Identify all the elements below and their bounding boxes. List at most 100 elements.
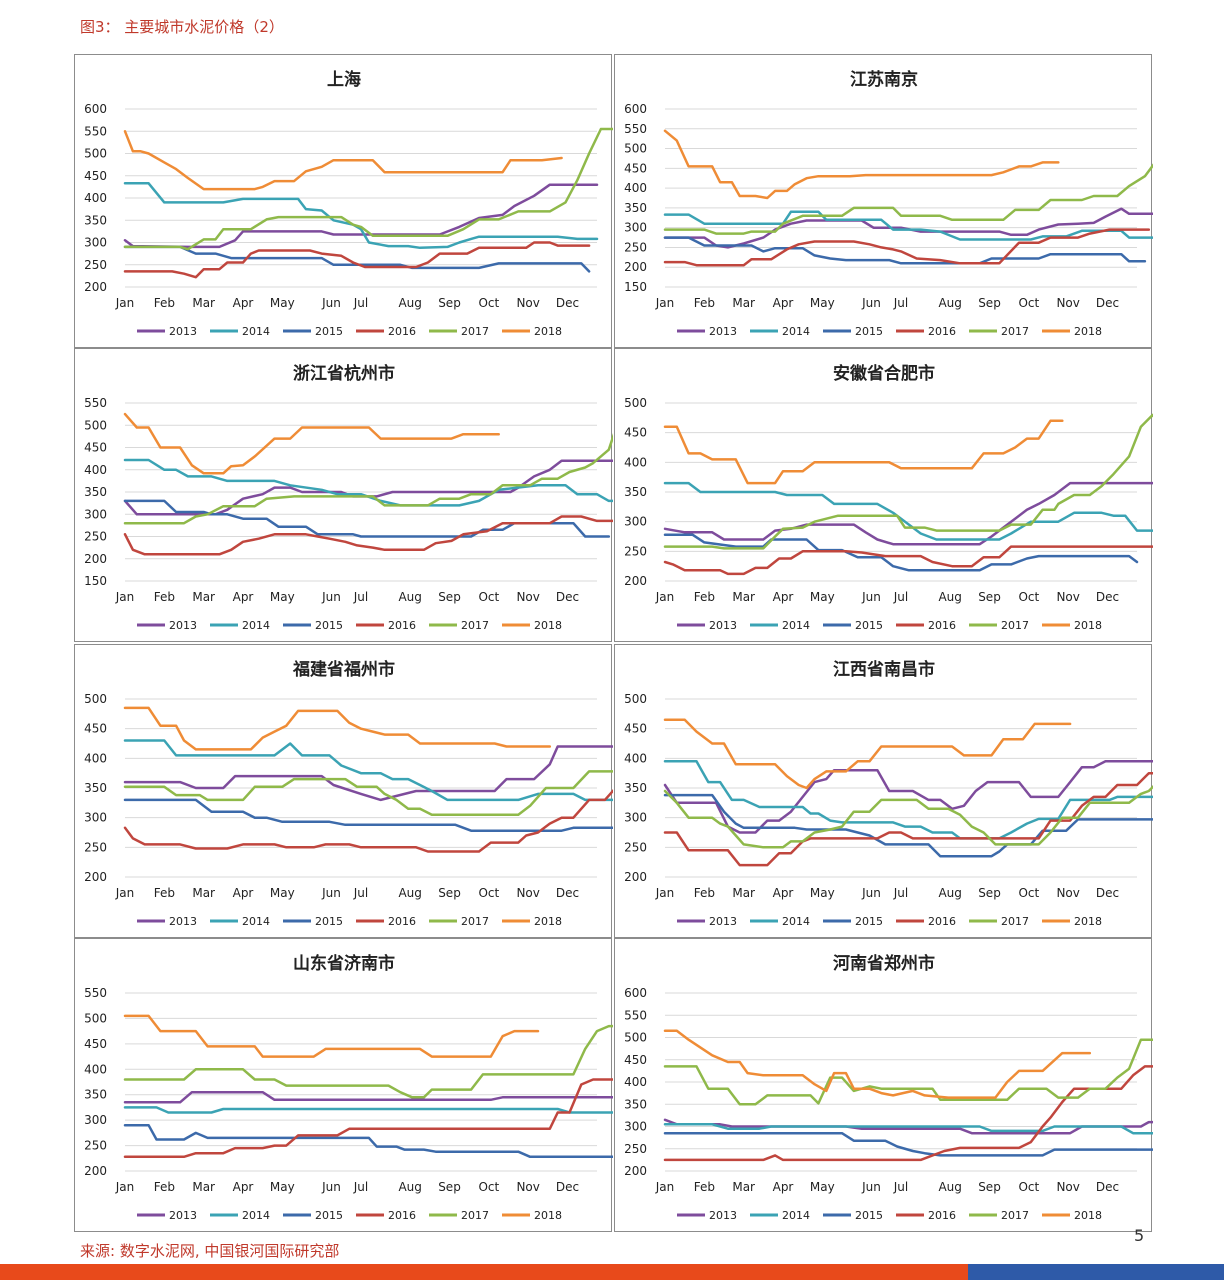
x-tick-label: Jun <box>861 590 881 604</box>
x-tick-label: Jun <box>861 296 881 310</box>
x-tick-label: Apr <box>233 296 254 310</box>
series-line-2015 <box>663 793 1153 858</box>
x-tick-label: Dec <box>1096 1180 1119 1194</box>
series-line-2016 <box>663 1065 1153 1162</box>
y-tick-label: 150 <box>84 574 107 588</box>
legend-label-2015: 2015 <box>315 915 343 928</box>
series-line-2018 <box>663 718 1072 790</box>
series-line-2013 <box>663 1118 1153 1135</box>
legend-label-2016: 2016 <box>388 1209 416 1222</box>
y-tick-label: 400 <box>624 181 647 195</box>
y-tick-label: 450 <box>84 169 107 183</box>
y-tick-label: 500 <box>84 418 107 432</box>
legend-label-2016: 2016 <box>928 619 956 632</box>
y-tick-label: 500 <box>624 142 647 156</box>
y-tick-label: 550 <box>84 986 107 1000</box>
x-tick-label: Dec <box>556 590 579 604</box>
chart-panel-hangzhou: 浙江省杭州市 150 200 250 300 350 400 450 500 550 Jan Feb M… <box>74 348 613 642</box>
y-tick-label: 250 <box>624 840 647 854</box>
legend-label-2015: 2015 <box>315 619 343 632</box>
x-tick-label: Aug <box>938 296 961 310</box>
legend-label-2013: 2013 <box>709 915 737 928</box>
x-tick-label: Jul <box>353 296 368 310</box>
y-tick-label: 400 <box>84 463 107 477</box>
legend-label-2013: 2013 <box>709 325 737 338</box>
x-tick-label: Nov <box>516 590 539 604</box>
x-tick-label: May <box>810 296 835 310</box>
x-tick-label: Oct <box>478 296 499 310</box>
series-line-2013 <box>123 1090 613 1104</box>
x-tick-label: Jan <box>115 1180 135 1194</box>
series-line-2016 <box>123 1078 613 1159</box>
series-line-2014 <box>663 760 1153 840</box>
y-tick-label: 400 <box>84 1062 107 1076</box>
chart-svg: 江苏南京 150 200 250 300 350 400 450 500 550 600 Jan Feb… <box>624 69 1153 338</box>
chart-svg: 山东省济南市 200 250 300 350 400 450 500 550 Jan Feb Mar A… <box>84 953 613 1222</box>
series-line-2016 <box>123 515 613 556</box>
series-line-2018 <box>663 129 1060 200</box>
legend-label-2015: 2015 <box>855 619 883 632</box>
series-line-2018 <box>663 419 1064 485</box>
x-tick-label: Jul <box>893 1180 908 1194</box>
x-tick-label: Mar <box>732 1180 755 1194</box>
x-tick-label: Jun <box>861 886 881 900</box>
source-note: 来源: 数字水泥网, 中国银河国际研究部 <box>80 1242 340 1260</box>
y-tick-label: 200 <box>84 552 107 566</box>
y-tick-label: 150 <box>624 280 647 294</box>
series-line-2018 <box>123 130 563 191</box>
y-tick-label: 250 <box>84 530 107 544</box>
series-line-2018 <box>123 706 552 751</box>
y-tick-label: 300 <box>624 811 647 825</box>
x-tick-label: Aug <box>938 1180 961 1194</box>
y-tick-label: 550 <box>624 1008 647 1022</box>
page-number: 5 <box>1134 1226 1145 1245</box>
chart-title: 河南省郑州市 <box>833 953 935 974</box>
x-tick-label: Mar <box>732 590 755 604</box>
x-tick-label: Mar <box>192 886 215 900</box>
y-tick-label: 400 <box>84 751 107 765</box>
x-tick-label: Nov <box>1056 886 1079 900</box>
y-tick-label: 300 <box>84 1113 107 1127</box>
legend-label-2013: 2013 <box>709 1209 737 1222</box>
x-tick-label: Nov <box>516 886 539 900</box>
legend-label-2014: 2014 <box>782 325 810 338</box>
chart-title: 山东省济南市 <box>293 953 395 974</box>
x-tick-label: Jan <box>115 296 135 310</box>
x-tick-label: May <box>810 590 835 604</box>
legend-label-2016: 2016 <box>928 325 956 338</box>
y-tick-label: 350 <box>84 781 107 795</box>
x-tick-label: Aug <box>398 296 421 310</box>
x-tick-label: Sep <box>438 1180 461 1194</box>
series-line-2017 <box>663 413 1153 550</box>
legend-label-2013: 2013 <box>169 325 197 338</box>
series-line-2015 <box>663 1131 1153 1157</box>
x-tick-label: Feb <box>154 296 175 310</box>
x-tick-label: Feb <box>694 886 715 900</box>
y-tick-label: 600 <box>624 986 647 1000</box>
y-tick-label: 250 <box>84 1139 107 1153</box>
x-tick-label: Oct <box>1018 590 1039 604</box>
series-line-2017 <box>123 770 613 816</box>
x-tick-label: Jan <box>655 1180 675 1194</box>
x-tick-label: Feb <box>694 590 715 604</box>
legend-label-2016: 2016 <box>388 619 416 632</box>
x-tick-label: Mar <box>732 886 755 900</box>
chart-svg: 河南省郑州市 200 250 300 350 400 450 500 550 600 Jan Feb M… <box>624 953 1153 1222</box>
series-line-2013 <box>663 760 1153 834</box>
x-tick-label: Jan <box>655 590 675 604</box>
footer-bar-blue <box>968 1264 1224 1280</box>
x-tick-label: Apr <box>233 1180 254 1194</box>
x-tick-label: Jul <box>893 886 908 900</box>
legend-label-2014: 2014 <box>782 915 810 928</box>
y-tick-label: 500 <box>624 396 647 410</box>
y-tick-label: 450 <box>624 161 647 175</box>
series-line-2014 <box>123 739 613 802</box>
y-tick-label: 450 <box>624 426 647 440</box>
y-tick-label: 300 <box>624 1120 647 1134</box>
series-line-2017 <box>123 433 613 525</box>
series-line-2015 <box>123 245 591 273</box>
legend-label-2013: 2013 <box>709 619 737 632</box>
legend-label-2014: 2014 <box>782 619 810 632</box>
x-tick-label: Jan <box>115 886 135 900</box>
y-tick-label: 450 <box>84 722 107 736</box>
